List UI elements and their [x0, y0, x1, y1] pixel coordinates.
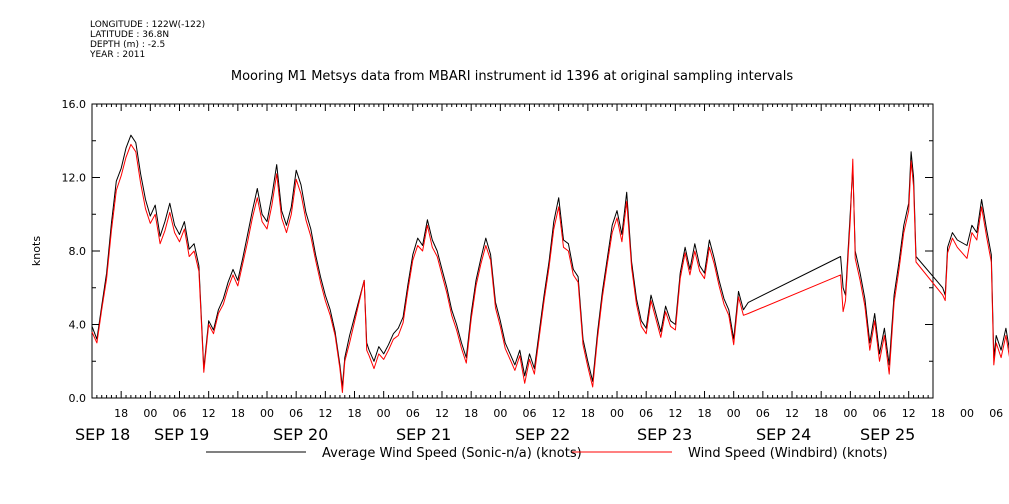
y-axis: 0.0 4.0 8.0 12.0 16.0 — [62, 98, 933, 405]
x-day-label: SEP 18 — [75, 425, 130, 444]
y-tick-label: 8.0 — [69, 245, 87, 258]
x-hour-label: 00 — [843, 407, 857, 420]
y-tick-label: 16.0 — [62, 98, 87, 111]
longitude-text: LONGITUDE : 122W(-122) — [90, 20, 206, 30]
x-day-label: SEP 25 — [860, 425, 915, 444]
x-hour-label: 00 — [610, 407, 624, 420]
y-tick-label: 4.0 — [69, 319, 87, 332]
x-hour-label: 06 — [173, 407, 187, 420]
legend-label-average-wind: Average Wind Speed (Sonic-n/a) (knots) — [322, 446, 582, 461]
x-hour-label: 00 — [143, 407, 157, 420]
x-hour-label: 06 — [873, 407, 887, 420]
x-hour-label: 00 — [727, 407, 741, 420]
year-text: YEAR : 2011 — [90, 50, 146, 60]
x-hour-label: 00 — [493, 407, 507, 420]
x-day-label: SEP 24 — [756, 425, 811, 444]
y-tick-label: 0.0 — [69, 392, 87, 405]
series-line-average-wind — [91, 134, 1009, 388]
x-hour-label: 18 — [581, 407, 595, 420]
x-hour-label: 18 — [931, 407, 945, 420]
x-hour-label: 12 — [785, 407, 799, 420]
x-hour-label: 12 — [902, 407, 916, 420]
series-layer — [91, 134, 1009, 393]
x-axis: 18 00 06 12 18 00 06 12 18 00 06 12 18 00 06 12 18 00 06 12… — [75, 104, 1003, 444]
latitude-text: LATITUDE : 36.8N — [90, 30, 170, 40]
x-hour-label: 00 — [377, 407, 391, 420]
x-hour-label: 18 — [231, 407, 245, 420]
x-hour-label: 18 — [348, 407, 362, 420]
x-hour-label: 12 — [202, 407, 216, 420]
legend-label-windbird: Wind Speed (Windbird) (knots) — [688, 446, 888, 461]
x-hour-label: 18 — [814, 407, 828, 420]
x-hour-label: 12 — [668, 407, 682, 420]
chart-title: Mooring M1 Metsys data from MBARI instru… — [231, 69, 793, 84]
x-hour-label: 12 — [552, 407, 566, 420]
x-day-label: SEP 20 — [273, 425, 328, 444]
metadata-block: LONGITUDE : 122W(-122) LATITUDE : 36.8N … — [90, 20, 205, 60]
y-axis-label: knots — [30, 236, 43, 266]
x-day-label: SEP 21 — [396, 425, 451, 444]
x-hour-label: 06 — [989, 407, 1003, 420]
x-hour-label: 06 — [639, 407, 653, 420]
x-day-label: SEP 23 — [637, 425, 692, 444]
x-hour-label: 06 — [406, 407, 420, 420]
x-hour-label: 18 — [698, 407, 712, 420]
x-hour-label: 00 — [260, 407, 274, 420]
x-day-label: SEP 19 — [154, 425, 209, 444]
x-hour-label: 12 — [318, 407, 332, 420]
plot-frame — [91, 103, 934, 399]
x-hour-label: 06 — [523, 407, 537, 420]
x-hour-label: 18 — [114, 407, 128, 420]
x-day-label: SEP 22 — [515, 425, 570, 444]
y-tick-label: 12.0 — [62, 172, 87, 185]
x-hour-label: 06 — [756, 407, 770, 420]
x-hour-label: 06 — [289, 407, 303, 420]
x-hour-label: 12 — [435, 407, 449, 420]
depth-text: DEPTH (m) : -2.5 — [90, 40, 166, 50]
x-hour-label: 18 — [464, 407, 478, 420]
series-line-windbird — [91, 143, 1009, 393]
legend: Average Wind Speed (Sonic-n/a) (knots) W… — [206, 446, 888, 461]
x-hour-label: 00 — [960, 407, 974, 420]
